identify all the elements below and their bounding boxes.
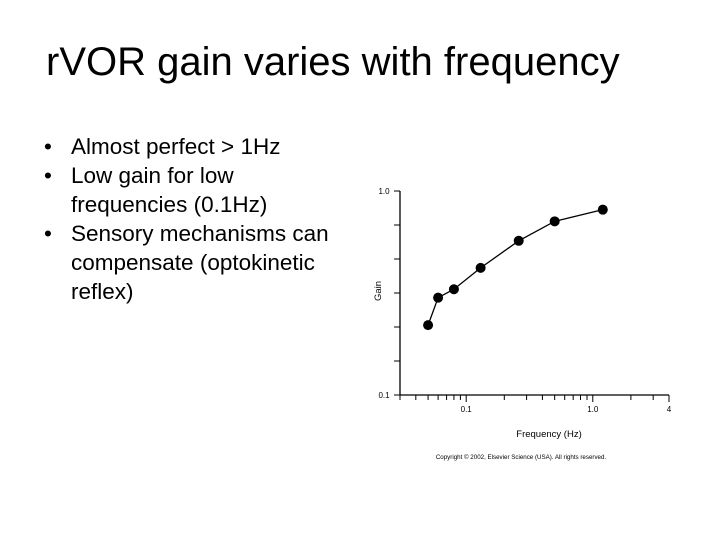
y-tick-label: 0.1 (378, 391, 390, 400)
bullet-item: • Sensory mechanisms can compensate (opt… (44, 219, 354, 306)
chart-svg: 0.1 1.0 4 1.0 0.1 Gain Frequency (Hz) Copyri… (373, 187, 672, 461)
bullet-list: • Almost perfect > 1Hz • Low gain for lo… (44, 132, 354, 306)
axis-ticks (394, 190, 670, 402)
data-point (475, 262, 486, 273)
bullet-marker: • (44, 221, 52, 246)
chart-axes (399, 191, 669, 396)
data-series (423, 204, 608, 331)
y-axis-title: Gain (373, 281, 384, 301)
data-point (513, 235, 524, 246)
bullet-text: Sensory mechanisms can compensate (optok… (71, 221, 329, 304)
bullet-text: Low gain for low frequencies (0.1Hz) (71, 163, 268, 217)
x-tick-label: 4 (667, 405, 672, 414)
data-point (597, 204, 608, 215)
bullet-item: • Almost perfect > 1Hz (44, 132, 354, 161)
data-point (423, 320, 434, 331)
copyright-note: Copyright © 2002, Elsevier Science (USA)… (436, 454, 607, 461)
bullet-text: Almost perfect > 1Hz (71, 134, 281, 159)
data-point (433, 292, 444, 303)
data-point (448, 284, 459, 295)
x-axis-title: Frequency (Hz) (516, 429, 581, 440)
bullet-marker: • (44, 134, 52, 159)
x-tick-label: 1.0 (587, 405, 599, 414)
axis-tick-labels: 0.1 1.0 4 1.0 0.1 (378, 187, 671, 414)
gain-line (427, 209, 603, 326)
y-tick-label: 1.0 (378, 187, 390, 196)
x-tick-label: 0.1 (461, 405, 473, 414)
slide-title: r​VOR gain varies with frequency (46, 40, 620, 84)
bullet-marker: • (44, 163, 52, 188)
data-point (549, 216, 560, 227)
bullet-item: • Low gain for low frequencies (0.1Hz) (44, 161, 354, 219)
gain-frequency-chart: 0.1 1.0 4 1.0 0.1 Gain Frequency (Hz) Copyri… (350, 170, 690, 470)
